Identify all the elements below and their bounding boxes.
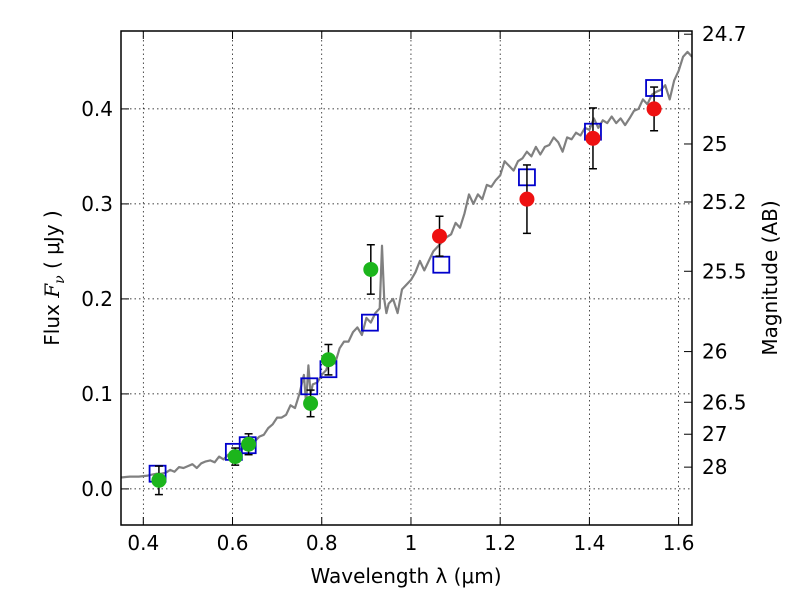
x-axis-ticks: 0.4 0.6 0.8 1 1.2 1.4 1.6 bbox=[127, 31, 695, 555]
y-tick-label: 0.1 bbox=[81, 382, 113, 406]
optical-photometry-point bbox=[151, 472, 167, 488]
nir-photometry-point bbox=[646, 101, 662, 117]
x-tick-label: 1.4 bbox=[573, 531, 605, 555]
magnitude-tick-label: 25 bbox=[702, 132, 727, 156]
x-tick-label: 0.8 bbox=[306, 531, 338, 555]
optical-photometry-point bbox=[320, 352, 336, 368]
optical-photometry-point bbox=[241, 436, 257, 452]
plot-frame bbox=[120, 30, 693, 526]
synthetic-photometry-square bbox=[300, 377, 319, 396]
y-axis-label-symbol: F bbox=[40, 283, 64, 299]
magnitude-tick-label: 26.5 bbox=[702, 390, 747, 414]
magnitude-tick-label: 25.2 bbox=[702, 190, 747, 214]
y-tick-label: 0.4 bbox=[81, 97, 113, 121]
magnitude-tick-label: 24.7 bbox=[702, 22, 747, 46]
x-tick-label: 0.6 bbox=[217, 531, 249, 555]
y-axis-ticks: 0.0 0.1 0.2 0.3 0.4 bbox=[81, 97, 129, 501]
y-axis-label-suffix: ( μJy ) bbox=[40, 210, 64, 275]
y-tick-label: 0.3 bbox=[81, 192, 113, 216]
optical-photometry-point bbox=[363, 261, 379, 277]
x-tick-label: 1.2 bbox=[484, 531, 516, 555]
data-layer bbox=[121, 50, 692, 496]
y-tick-label: 0.0 bbox=[81, 477, 113, 501]
grid-lines bbox=[121, 31, 692, 525]
magnitude-tick-label: 27 bbox=[702, 422, 727, 446]
x-tick-label: 1.6 bbox=[663, 531, 695, 555]
nir-photometry-point bbox=[519, 191, 535, 207]
magnitude-tick-label: 28 bbox=[702, 455, 727, 479]
nir-photometry-point bbox=[432, 228, 448, 244]
magnitude-tick-label: 25.5 bbox=[702, 259, 747, 283]
optical-photometry-point bbox=[303, 395, 319, 411]
y2-axis-label: Magnitude (AB) bbox=[758, 200, 782, 355]
y-axis-label-subscript: ν bbox=[52, 275, 68, 284]
nir-photometry-point bbox=[585, 130, 601, 146]
magnitude-axis-ticks: 24.7 25 25.2 25.5 26 26.5 27 28 bbox=[684, 22, 747, 479]
y-axis-label-prefix: Flux bbox=[40, 298, 64, 346]
x-tick-label: 1 bbox=[405, 531, 418, 555]
y-axis-label: Flux Fν ( μJy ) bbox=[40, 210, 68, 345]
synthetic-photometry-square bbox=[361, 313, 379, 332]
optical-photometry-point bbox=[227, 449, 243, 465]
x-tick-label: 0.4 bbox=[127, 531, 159, 555]
x-axis-label: Wavelength λ (μm) bbox=[310, 564, 501, 588]
plot-background bbox=[121, 31, 692, 525]
magnitude-tick-label: 26 bbox=[702, 340, 727, 364]
y-tick-label: 0.2 bbox=[81, 287, 113, 311]
